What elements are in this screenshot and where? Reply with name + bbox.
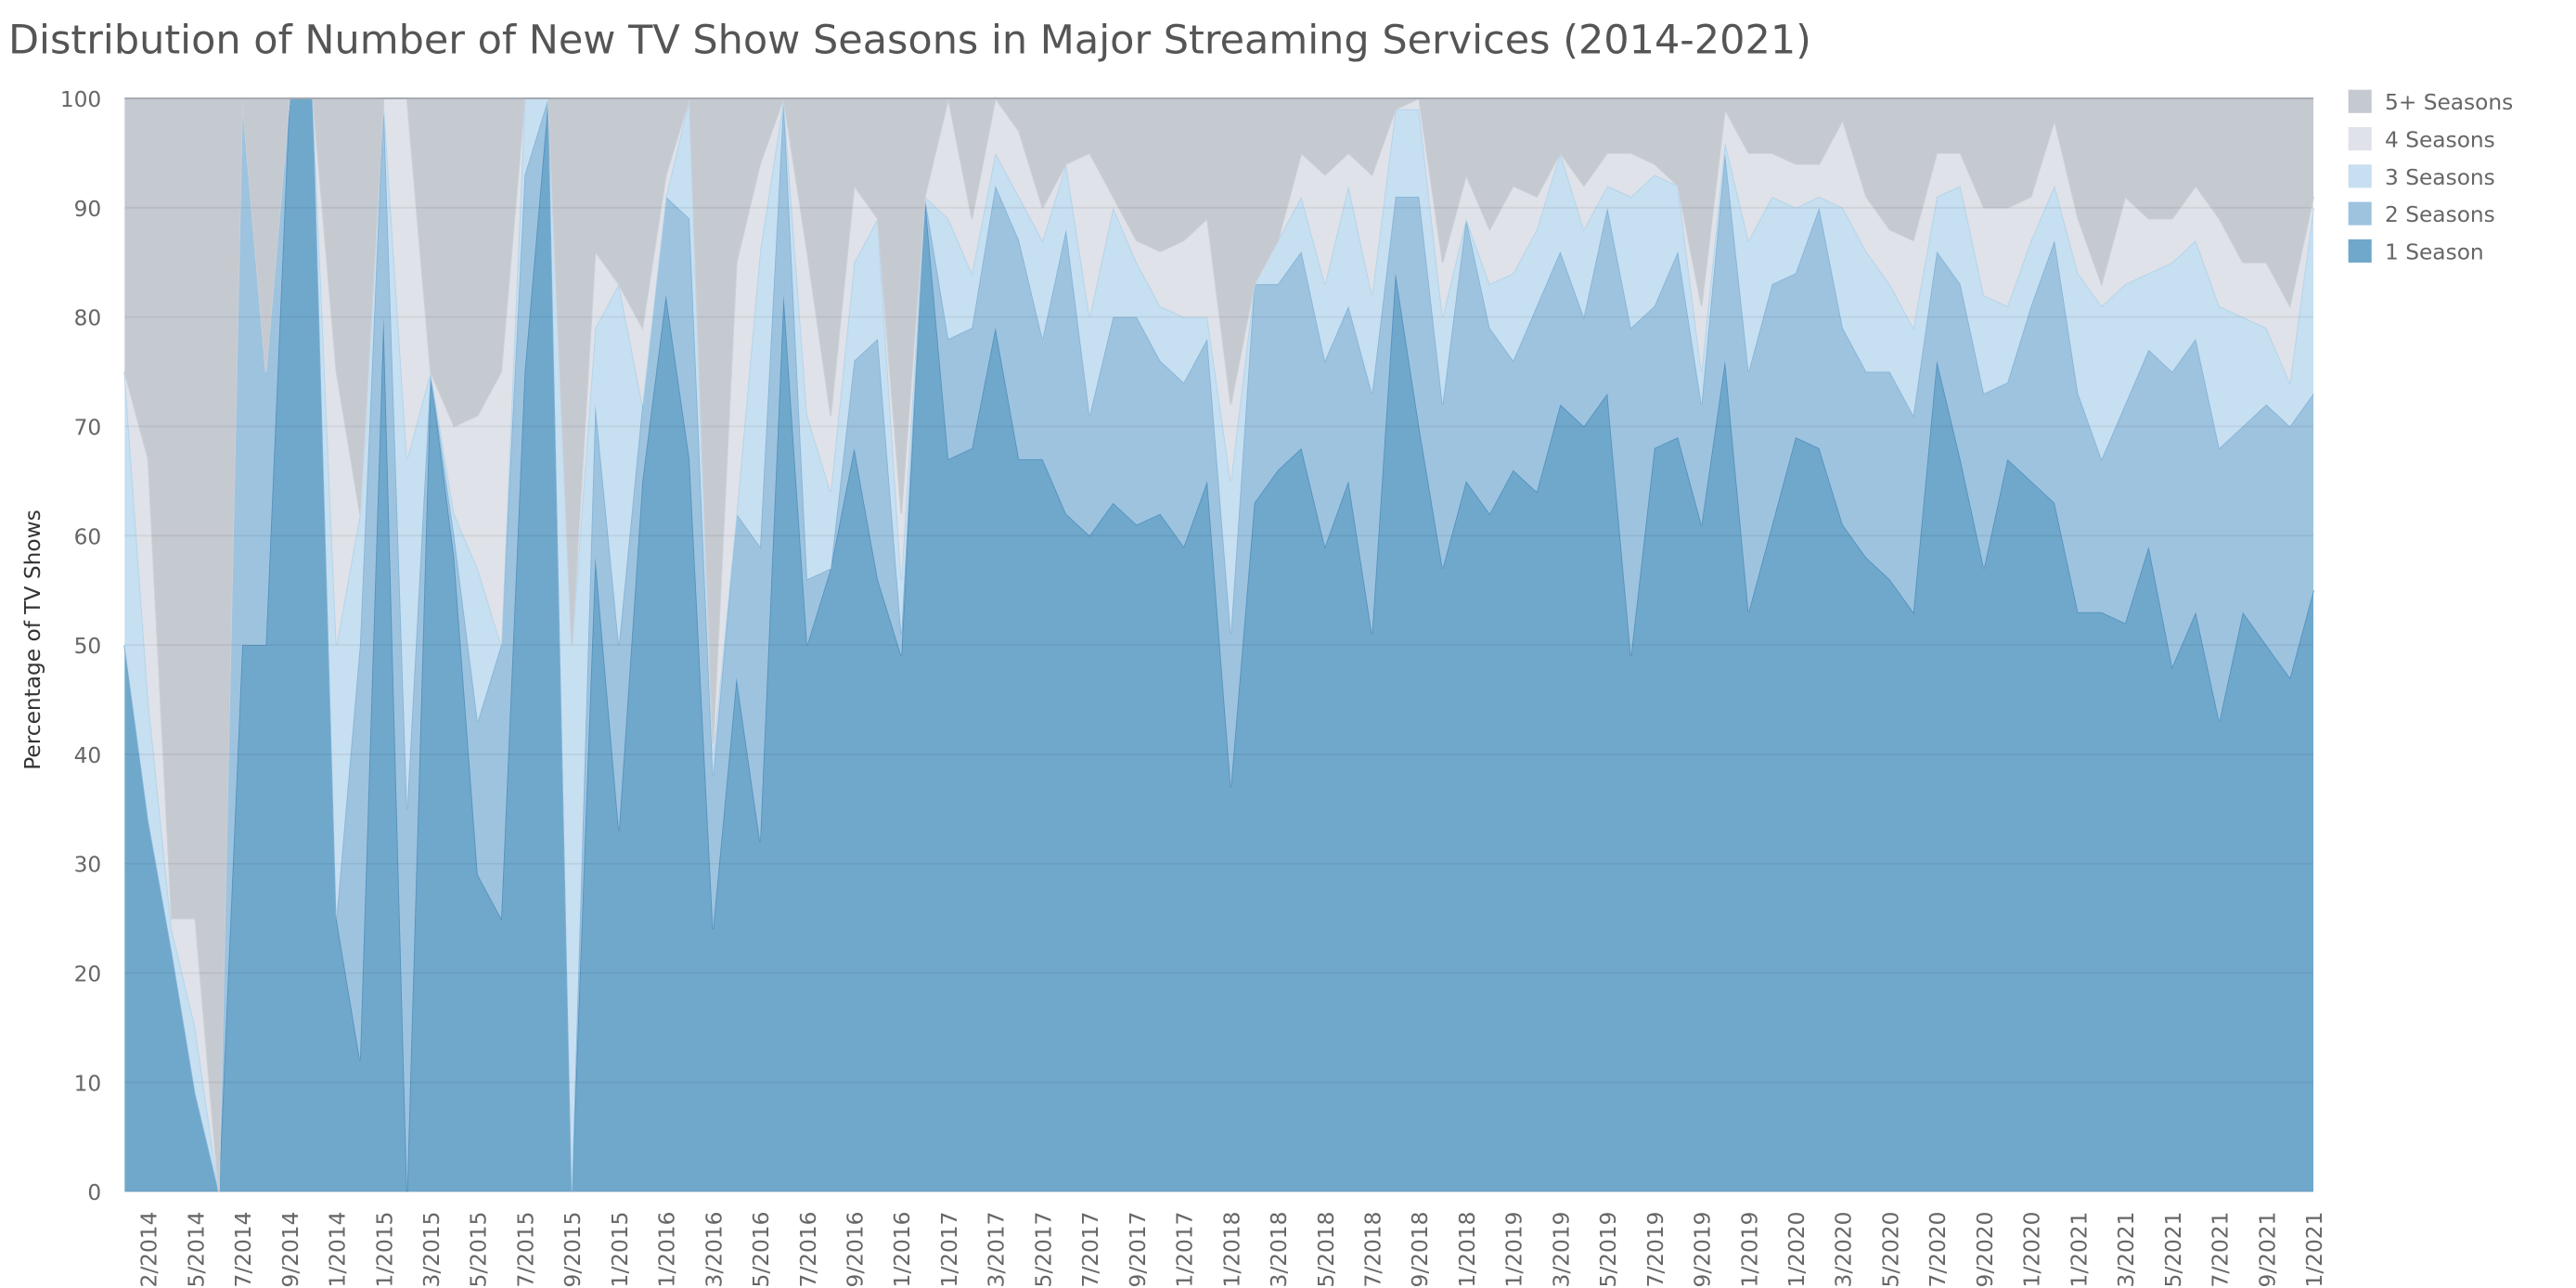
y-tick-label: 0 [87, 1180, 101, 1205]
legend-swatch [2348, 89, 2372, 113]
legend-label: 2 Seasons [2385, 202, 2495, 227]
x-tick-label: 3/2015 [419, 1212, 444, 1288]
x-tick-label: 1/2016 [655, 1212, 680, 1288]
x-tick-label: 7/2019 [1643, 1212, 1668, 1288]
y-tick-label: 60 [74, 524, 102, 549]
x-tick-label: 11/2014 [326, 1212, 351, 1288]
legend-swatch [2348, 201, 2372, 225]
x-tick-label: 9/2014 [278, 1212, 303, 1288]
x-tick-label: 9/2020 [1973, 1212, 1998, 1288]
legend-swatch [2348, 164, 2372, 188]
legend-label: 3 Seasons [2385, 165, 2495, 190]
x-tick-label: 1/2020 [1784, 1212, 1810, 1288]
x-tick-label: 11/2017 [1173, 1212, 1198, 1288]
area [124, 97, 2314, 1192]
y-tick-label: 100 [60, 87, 101, 112]
x-tick-label: 9/2021 [2255, 1212, 2280, 1288]
x-tick-label: 11/2015 [608, 1212, 633, 1288]
x-tick-label: 9/2016 [844, 1212, 869, 1288]
x-tick-label: 3/2021 [2114, 1212, 2139, 1288]
x-tick-label: 5/2018 [1314, 1212, 1339, 1288]
x-tick-label: 9/2015 [560, 1212, 586, 1288]
x-tick-label: 1/2018 [1219, 1212, 1244, 1288]
area [124, 97, 2314, 1192]
legend-swatch [2348, 238, 2372, 263]
legend-label: 5+ Seasons [2385, 90, 2513, 115]
x-tick-label: 9/2018 [1408, 1212, 1433, 1288]
y-tick-label: 30 [74, 853, 102, 878]
x-tick-label: 3/2016 [702, 1212, 727, 1288]
x-tick-label: 7/2014 [231, 1212, 256, 1288]
x-tick-label: 9/2017 [1126, 1212, 1151, 1288]
y-axis-label: Percentage of TV Shows [20, 509, 45, 770]
x-tick-label: 2/2014 [137, 1212, 162, 1288]
y-tick-label: 20 [74, 962, 102, 987]
x-tick-label: 1/2017 [937, 1212, 962, 1288]
area [124, 97, 2314, 1192]
x-tick-label: 11/2020 [2020, 1212, 2045, 1288]
x-tick-label: 3/2018 [1267, 1212, 1292, 1288]
x-tick-label: 3/2019 [1549, 1212, 1574, 1288]
x-tick-label: 5/2019 [1596, 1212, 1621, 1288]
x-tick-label: 3/2017 [985, 1212, 1010, 1288]
chart-title: Distribution of Number of New TV Show Se… [8, 17, 1811, 63]
x-tick-label: 5/2014 [184, 1212, 209, 1288]
x-tick-label: 5/2015 [467, 1212, 492, 1288]
x-tick-label: 7/2016 [796, 1212, 821, 1288]
x-tick-label: 7/2020 [1926, 1212, 1951, 1288]
y-tick-label: 80 [74, 306, 102, 331]
x-tick-label: 11/2016 [890, 1212, 915, 1288]
x-tick-label: 11/2018 [1455, 1212, 1480, 1288]
x-tick-label: 3/2020 [1832, 1212, 1857, 1288]
x-tick-label: 1/2019 [1502, 1212, 1527, 1288]
x-tick-label: 7/2018 [1360, 1212, 1385, 1288]
x-tick-label: 11/2019 [1737, 1212, 1762, 1288]
area [124, 97, 2314, 1192]
x-tick-label: 5/2021 [2161, 1212, 2186, 1288]
x-tick-label: 5/2020 [1878, 1212, 1903, 1288]
x-tick-label: 1/2021 [2067, 1212, 2092, 1288]
y-tick-label: 70 [74, 415, 102, 440]
x-tick-label: 1/2015 [372, 1212, 397, 1288]
x-tick-label: 5/2016 [749, 1212, 774, 1288]
y-tick-label: 90 [74, 197, 102, 222]
x-tick-label: 9/2019 [1691, 1212, 1716, 1288]
x-tick-label: 7/2017 [1078, 1212, 1103, 1288]
y-tick-label: 50 [74, 634, 102, 659]
x-tick-label: 5/2017 [1031, 1212, 1056, 1288]
x-tick-label: 7/2021 [2209, 1212, 2234, 1288]
y-tick-label: 10 [74, 1071, 102, 1096]
legend-label: 1 Season [2385, 239, 2484, 264]
legend-label: 4 Seasons [2385, 128, 2495, 153]
y-tick-label: 40 [74, 743, 102, 768]
legend-swatch [2348, 127, 2372, 151]
x-tick-label: 11/2021 [2302, 1212, 2327, 1288]
x-tick-label: 7/2015 [513, 1212, 538, 1288]
